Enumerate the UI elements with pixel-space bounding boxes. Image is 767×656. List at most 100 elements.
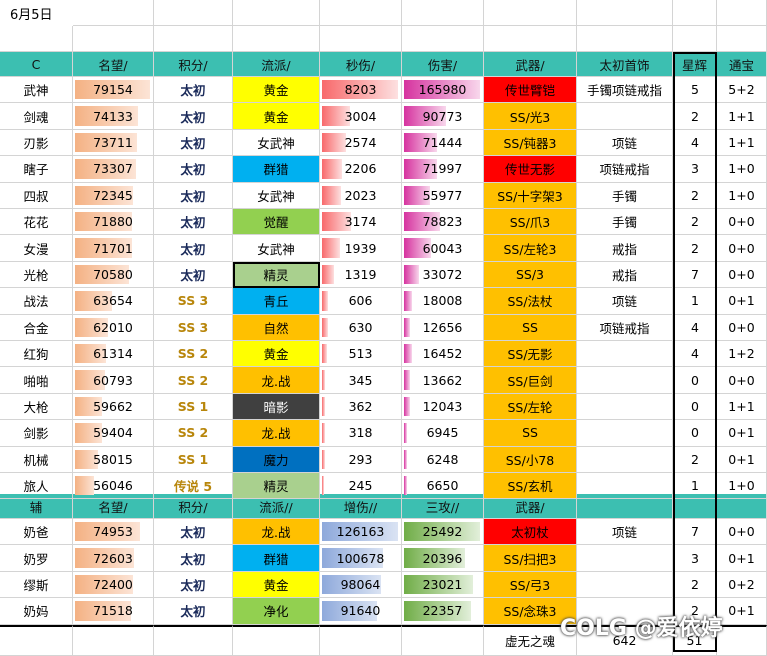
school-cell[interactable]: 青丘: [233, 288, 320, 315]
fame-cell[interactable]: 70580: [73, 261, 154, 289]
dps-cell[interactable]: 3174: [320, 209, 402, 236]
jewel-cell[interactable]: [577, 103, 673, 130]
dmg-cell[interactable]: 71997: [402, 156, 484, 183]
dmg-cell[interactable]: 6248: [402, 446, 484, 473]
school-cell[interactable]: 精灵: [233, 473, 320, 500]
school-cell[interactable]: 女武神: [233, 182, 320, 209]
school-cell[interactable]: 黄金: [233, 77, 320, 104]
header-cell[interactable]: 三攻//: [402, 494, 484, 519]
footer-cell[interactable]: [73, 624, 154, 656]
jewel-cell[interactable]: [577, 545, 673, 572]
dps-cell[interactable]: 2574: [320, 129, 402, 157]
weapon-cell[interactable]: SS/钝器3: [484, 129, 577, 157]
jewel-cell[interactable]: 项链: [577, 129, 673, 157]
row-name[interactable]: 剑影: [0, 420, 73, 447]
header-cell[interactable]: 星辉: [673, 52, 717, 77]
fame-cell[interactable]: 74953: [73, 519, 154, 546]
school-cell[interactable]: 黄金: [233, 103, 320, 130]
star-cell[interactable]: 2: [673, 209, 717, 236]
fame-cell[interactable]: 62010: [73, 314, 154, 341]
coin-cell[interactable]: 1+1: [717, 103, 767, 130]
empty-cell[interactable]: [0, 26, 73, 52]
dmg-cell[interactable]: 6650: [402, 473, 484, 500]
dmg-cell[interactable]: 33072: [402, 261, 484, 289]
empty-cell[interactable]: [233, 0, 320, 26]
dmg-cell[interactable]: 12656: [402, 314, 484, 341]
dmg-cell[interactable]: 16452: [402, 341, 484, 368]
coin-cell[interactable]: 1+2: [717, 341, 767, 368]
weapon-cell[interactable]: SS/扫把3: [484, 545, 577, 572]
empty-cell[interactable]: [320, 0, 402, 26]
atk-cell[interactable]: 20396: [402, 545, 484, 572]
empty-cell[interactable]: [73, 26, 154, 52]
school-cell[interactable]: 觉醒: [233, 209, 320, 236]
dps-cell[interactable]: 293: [320, 446, 402, 473]
weapon-cell[interactable]: SS/弓3: [484, 571, 577, 599]
dps-cell[interactable]: 345: [320, 367, 402, 394]
school-cell[interactable]: 魔力: [233, 446, 320, 473]
buff-cell[interactable]: 126163: [320, 519, 402, 546]
school-cell[interactable]: 女武神: [233, 235, 320, 262]
row-name[interactable]: 刃影: [0, 129, 73, 157]
score-cell[interactable]: 太初: [154, 103, 233, 130]
weapon-cell[interactable]: SS/爪3: [484, 209, 577, 236]
row-name[interactable]: 大枪: [0, 393, 73, 421]
dps-cell[interactable]: 630: [320, 314, 402, 341]
weapon-cell[interactable]: SS/巨剑: [484, 367, 577, 394]
star-cell[interactable]: 4: [673, 341, 717, 368]
weapon-cell[interactable]: SS/玄机: [484, 473, 577, 500]
score-cell[interactable]: SS 3: [154, 314, 233, 341]
empty-cell[interactable]: [673, 0, 717, 26]
header-cell[interactable]: [577, 494, 673, 519]
header-cell[interactable]: 伤害/: [402, 52, 484, 77]
row-name[interactable]: 啪啪: [0, 367, 73, 394]
selected-cell-outline[interactable]: [233, 261, 320, 289]
star-cell[interactable]: 7: [673, 519, 717, 546]
header-cell[interactable]: 辅: [0, 494, 73, 519]
star-cell[interactable]: 2: [673, 446, 717, 473]
coin-cell[interactable]: 0+2: [717, 571, 767, 599]
jewel-cell[interactable]: 戒指: [577, 261, 673, 289]
row-name[interactable]: 剑魂: [0, 103, 73, 130]
jewel-cell[interactable]: [577, 598, 673, 625]
fame-cell[interactable]: 72603: [73, 545, 154, 572]
school-cell[interactable]: 黄金: [233, 571, 320, 599]
header-cell[interactable]: C: [0, 52, 73, 77]
empty-cell[interactable]: [717, 26, 767, 52]
buff-cell[interactable]: 100678: [320, 545, 402, 572]
footer-cell[interactable]: [717, 624, 767, 656]
row-name[interactable]: 机械: [0, 446, 73, 473]
coin-cell[interactable]: 0+1: [717, 598, 767, 625]
dmg-cell[interactable]: 90773: [402, 103, 484, 130]
footer-cell[interactable]: [320, 624, 402, 656]
header-cell[interactable]: [717, 494, 767, 519]
score-cell[interactable]: 传说 5: [154, 473, 233, 500]
dmg-cell[interactable]: 18008: [402, 288, 484, 315]
jewel-cell[interactable]: [577, 446, 673, 473]
buff-cell[interactable]: 91640: [320, 598, 402, 625]
dmg-cell[interactable]: 6945: [402, 420, 484, 447]
footer-cell[interactable]: [0, 624, 73, 656]
school-cell[interactable]: 女武神: [233, 129, 320, 157]
coin-cell[interactable]: 0+0: [717, 235, 767, 262]
star-cell[interactable]: 4: [673, 129, 717, 157]
school-cell[interactable]: 暗影: [233, 393, 320, 421]
coin-cell[interactable]: 1+0: [717, 473, 767, 500]
weapon-cell[interactable]: SS/3: [484, 261, 577, 289]
coin-cell[interactable]: 0+0: [717, 209, 767, 236]
fame-cell[interactable]: 59404: [73, 420, 154, 447]
coin-cell[interactable]: 0+1: [717, 446, 767, 473]
weapon-cell[interactable]: SS/左轮3: [484, 235, 577, 262]
jewel-cell[interactable]: 手镯: [577, 209, 673, 236]
score-cell[interactable]: SS 3: [154, 288, 233, 315]
empty-cell[interactable]: [402, 0, 484, 26]
atk-cell[interactable]: 23021: [402, 571, 484, 599]
star-cell[interactable]: 1: [673, 288, 717, 315]
school-cell[interactable]: 龙.战: [233, 420, 320, 447]
weapon-cell[interactable]: 传世无影: [484, 156, 577, 183]
coin-cell[interactable]: 5+2: [717, 77, 767, 104]
score-cell[interactable]: 太初: [154, 235, 233, 262]
header-cell[interactable]: 太初首饰: [577, 52, 673, 77]
star-cell[interactable]: 5: [673, 77, 717, 104]
header-cell[interactable]: 名望/: [73, 494, 154, 519]
